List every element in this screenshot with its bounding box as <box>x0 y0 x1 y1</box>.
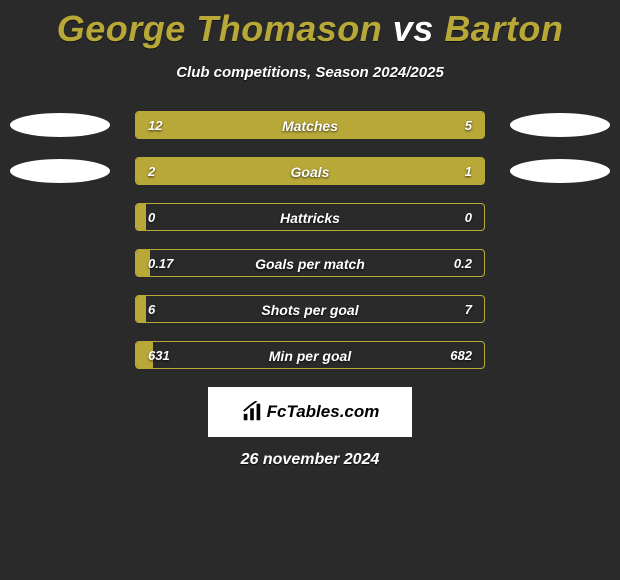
stat-value-right: 0 <box>465 204 472 231</box>
stat-value-right: 0.2 <box>454 250 472 277</box>
bar-fill-left <box>136 158 369 184</box>
stat-bar: 21Goals <box>135 157 485 185</box>
bar-fill-left <box>136 250 150 276</box>
stat-bar: 0 0Hattricks <box>135 203 485 231</box>
stat-value-right: 7 <box>465 296 472 323</box>
bar-fill-left <box>136 342 153 368</box>
player1-name: George Thomason <box>57 8 383 49</box>
bar-fill-right <box>373 112 484 138</box>
bar-fill-left <box>136 204 146 230</box>
stat-row: 0 0Hattricks <box>0 203 620 231</box>
stat-row: 0.17 0.2Goals per match <box>0 249 620 277</box>
branding-text: FcTables.com <box>267 402 380 422</box>
branding-badge: FcTables.com <box>208 387 412 437</box>
stat-value-right: 682 <box>450 342 472 369</box>
stat-row: 125Matches <box>0 111 620 139</box>
stat-row: 631682Min per goal <box>0 341 620 369</box>
stat-bar: 0.17 0.2Goals per match <box>135 249 485 277</box>
stat-bar: 631682Min per goal <box>135 341 485 369</box>
stats-chart: 125Matches 21Goals 0 0Hattricks 0.17 0.2Goals… <box>0 111 620 369</box>
stat-label: Hattricks <box>136 204 484 231</box>
fctables-logo-icon <box>241 401 263 423</box>
player1-marker <box>10 113 110 137</box>
stat-label: Goals per match <box>136 250 484 277</box>
stat-value-left: 0.17 <box>148 250 173 277</box>
player2-marker <box>510 159 610 183</box>
player2-name: Barton <box>444 8 563 49</box>
bar-fill-left <box>136 296 146 322</box>
comparison-title: George Thomason vs Barton <box>0 0 620 50</box>
bar-fill-right <box>369 158 484 184</box>
stat-value-left: 6 <box>148 296 155 323</box>
vs-text: vs <box>393 8 434 49</box>
date-text: 26 november 2024 <box>0 451 620 469</box>
stat-value-left: 0 <box>148 204 155 231</box>
bar-fill-left <box>136 112 373 138</box>
stat-bar: 6 7Shots per goal <box>135 295 485 323</box>
stat-bar: 125Matches <box>135 111 485 139</box>
player1-marker <box>10 159 110 183</box>
stat-row: 21Goals <box>0 157 620 185</box>
subtitle: Club competitions, Season 2024/2025 <box>0 64 620 81</box>
stat-label: Min per goal <box>136 342 484 369</box>
stat-label: Shots per goal <box>136 296 484 323</box>
player2-marker <box>510 113 610 137</box>
stat-row: 6 7Shots per goal <box>0 295 620 323</box>
